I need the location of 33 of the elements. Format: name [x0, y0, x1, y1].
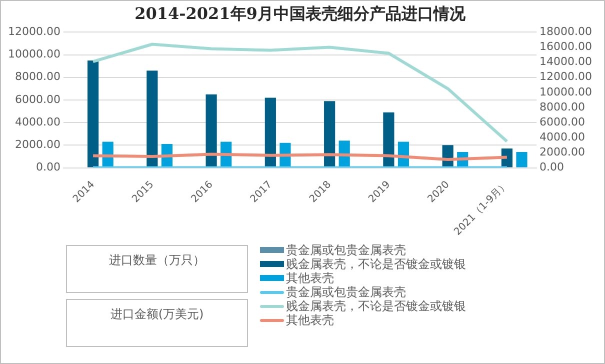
y-tick-label: 0.00 — [36, 160, 60, 174]
y-tick-label: 8000.00 — [14, 70, 60, 84]
legend-label: 贵金属或包贵金属表壳 — [286, 242, 406, 258]
y2-tick-label: 6000.00 — [540, 115, 586, 128]
y2-tick-label: 8000.00 — [540, 100, 586, 114]
y-tick-label: 10000.00 — [8, 48, 60, 61]
bar — [383, 112, 394, 168]
y-tick-label: 4000.00 — [14, 115, 60, 128]
bar — [146, 70, 158, 168]
y-tick-label: 2000.00 — [14, 138, 60, 152]
bar — [206, 94, 217, 168]
y2-tick-label: 12000.00 — [540, 70, 592, 84]
y2-tick-label: 16000.00 — [540, 40, 592, 54]
legend-label: 其他表壳 — [286, 270, 334, 286]
y-tick-label: 6000.00 — [14, 92, 60, 106]
legend-label: 贵金属或包贵金属表壳 — [286, 284, 406, 300]
legend-label: 贱金属表壳，不论是否镀金或镀银 — [286, 256, 466, 272]
y2-tick-label: 2000.00 — [540, 146, 586, 159]
chart-title: 2014-2021年9月中国表壳细分产品进口情况 — [134, 4, 466, 23]
legend-label: 贱金属表壳，不论是否镀金或镀银 — [286, 298, 466, 314]
y2-tick-label: 18000.00 — [540, 25, 592, 38]
y2-tick-label: 14000.00 — [540, 55, 592, 68]
y2-tick-label: 4000.00 — [540, 130, 586, 144]
text: 进口数量（万只） — [66, 245, 248, 293]
text: 进口金额(万美元) — [66, 299, 248, 347]
y2-tick-label: 0.00 — [540, 160, 564, 174]
bar — [516, 152, 528, 168]
bar — [88, 60, 99, 168]
y2-tick-label: 10000.00 — [540, 85, 592, 98]
y-tick-label: 12000.00 — [8, 25, 60, 38]
bar — [264, 98, 276, 168]
legend-label: 其他表壳 — [286, 312, 334, 328]
bar — [324, 101, 336, 168]
